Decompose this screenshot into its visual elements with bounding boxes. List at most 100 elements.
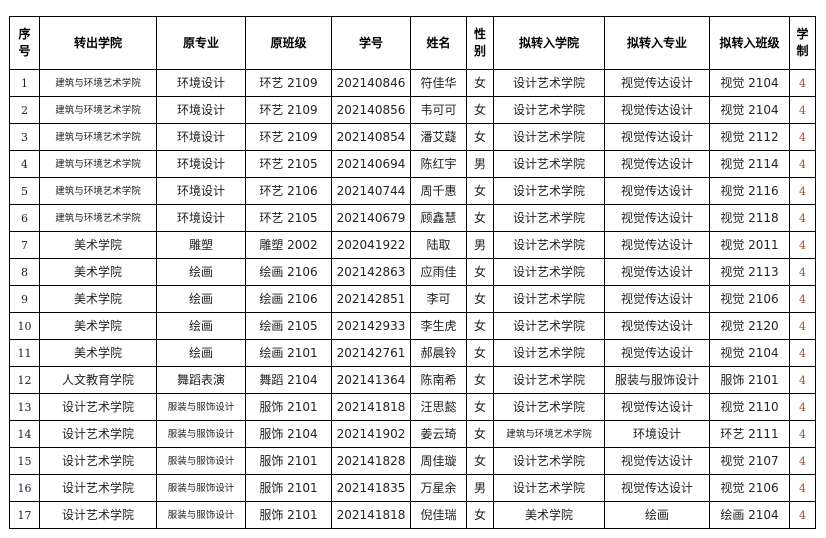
cell-to-class: 视觉 2112 <box>709 123 790 151</box>
cell-orig-major: 服装与服饰设计 <box>156 447 246 475</box>
cell-name: 陈南希 <box>410 366 467 394</box>
table-header-row: 序号 转出学院 原专业 原班级 学号 姓名 性别 拟转入学院 拟转入专业 拟转入班级 学制 <box>9 16 816 70</box>
cell-to-major: 视觉传达设计 <box>604 312 710 340</box>
cell-to-college: 设计艺术学院 <box>493 69 605 97</box>
cell-seq: 5 <box>9 177 40 205</box>
table-row: 14 设计艺术学院 服装与服饰设计 服饰 2104 202141902 姜云琦女建筑与环境… <box>9 420 816 448</box>
cell-seq: 8 <box>9 258 40 286</box>
cell-gender: 女 <box>466 447 494 475</box>
cell-gender: 女 <box>466 285 494 313</box>
cell-to-class: 视觉 2104 <box>709 69 790 97</box>
table-row: 8 美术学院 绘画 绘画 2106 202142863 应雨佳女设计艺术学院 视觉传达设计视… <box>9 258 816 286</box>
cell-to-college: 设计艺术学院 <box>493 312 605 340</box>
header-gender: 性别 <box>466 16 494 70</box>
cell-orig-class: 雕塑 2002 <box>245 231 332 259</box>
cell-from-college: 美术学院 <box>39 231 157 259</box>
cell-to-major: 视觉传达设计 <box>604 69 710 97</box>
cell-orig-major: 服装与服饰设计 <box>156 501 246 529</box>
table-row: 6 建筑与环境艺术学院 环境设计 环艺 2105 202140679 顾鑫慧女设计艺术学院… <box>9 204 816 232</box>
cell-from-college: 建筑与环境艺术学院 <box>39 123 157 151</box>
cell-student-id: 202140744 <box>331 177 411 205</box>
cell-name: 潘艾薿 <box>410 123 467 151</box>
cell-duration: 4 <box>789 339 816 367</box>
cell-to-major: 视觉传达设计 <box>604 177 710 205</box>
cell-from-college: 设计艺术学院 <box>39 447 157 475</box>
cell-student-id: 202141818 <box>331 501 411 529</box>
cell-duration: 4 <box>789 420 816 448</box>
table-row: 2 建筑与环境艺术学院 环境设计 环艺 2109 202140856 韦可可女设计艺术学院… <box>9 96 816 124</box>
cell-to-college: 设计艺术学院 <box>493 474 605 502</box>
cell-orig-major: 环境设计 <box>156 177 246 205</box>
cell-gender: 女 <box>466 177 494 205</box>
cell-duration: 4 <box>789 285 816 313</box>
header-from-college: 转出学院 <box>39 16 157 70</box>
cell-to-major: 视觉传达设计 <box>604 231 710 259</box>
cell-to-class: 视觉 2106 <box>709 474 790 502</box>
cell-orig-major: 绘画 <box>156 312 246 340</box>
cell-orig-class: 环艺 2109 <box>245 69 332 97</box>
cell-to-class: 视觉 2114 <box>709 150 790 178</box>
cell-duration: 4 <box>789 150 816 178</box>
cell-to-major: 绘画 <box>604 501 710 529</box>
cell-seq: 17 <box>9 501 40 529</box>
cell-from-college: 美术学院 <box>39 258 157 286</box>
cell-from-college: 建筑与环境艺术学院 <box>39 69 157 97</box>
cell-gender: 女 <box>466 420 494 448</box>
table-row: 11 美术学院 绘画 绘画 2101 202142761 郝晨铃女设计艺术学院 视觉传达设计… <box>9 339 816 367</box>
table-row: 16 设计艺术学院 服装与服饰设计 服饰 2101 202141835 万星余男设计艺术学… <box>9 474 816 502</box>
header-to-class: 拟转入班级 <box>709 16 790 70</box>
cell-from-college: 美术学院 <box>39 312 157 340</box>
cell-to-major: 视觉传达设计 <box>604 150 710 178</box>
cell-seq: 15 <box>9 447 40 475</box>
cell-from-college: 设计艺术学院 <box>39 474 157 502</box>
cell-seq: 16 <box>9 474 40 502</box>
cell-to-class: 环艺 2111 <box>709 420 790 448</box>
table-row: 12 人文教育学院 舞蹈表演 舞蹈 2104 202141364 陈南希女设计艺术学院 服装… <box>9 366 816 394</box>
cell-to-major: 视觉传达设计 <box>604 285 710 313</box>
cell-orig-major: 服装与服饰设计 <box>156 393 246 421</box>
cell-duration: 4 <box>789 474 816 502</box>
cell-orig-major: 绘画 <box>156 285 246 313</box>
cell-orig-class: 环艺 2105 <box>245 204 332 232</box>
cell-name: 郝晨铃 <box>410 339 467 367</box>
header-orig-major: 原专业 <box>156 16 246 70</box>
cell-duration: 4 <box>789 177 816 205</box>
cell-to-college: 设计艺术学院 <box>493 231 605 259</box>
cell-to-major: 视觉传达设计 <box>604 204 710 232</box>
transfer-students-table: 序号 转出学院 原专业 原班级 学号 姓名 性别 拟转入学院 拟转入专业 拟转入班级 学制 1 建筑与… <box>9 16 816 529</box>
cell-from-college: 人文教育学院 <box>39 366 157 394</box>
header-orig-class: 原班级 <box>245 16 332 70</box>
cell-seq: 3 <box>9 123 40 151</box>
cell-to-class: 视觉 2116 <box>709 177 790 205</box>
cell-orig-major: 环境设计 <box>156 150 246 178</box>
table-row: 15 设计艺术学院 服装与服饰设计 服饰 2101 202141828 周佳璇女设计艺术学… <box>9 447 816 475</box>
cell-orig-class: 环艺 2106 <box>245 177 332 205</box>
cell-name: 汪思懿 <box>410 393 467 421</box>
table-row: 3 建筑与环境艺术学院 环境设计 环艺 2109 202140854 潘艾薿女设计艺术学院… <box>9 123 816 151</box>
cell-duration: 4 <box>789 366 816 394</box>
cell-gender: 女 <box>466 366 494 394</box>
cell-student-id: 202140679 <box>331 204 411 232</box>
cell-name: 韦可可 <box>410 96 467 124</box>
cell-duration: 4 <box>789 258 816 286</box>
table-row: 10 美术学院 绘画 绘画 2105 202142933 李生虎女设计艺术学院 视觉传达设计… <box>9 312 816 340</box>
cell-orig-class: 绘画 2106 <box>245 285 332 313</box>
cell-name: 倪佳瑞 <box>410 501 467 529</box>
cell-student-id: 202141828 <box>331 447 411 475</box>
cell-student-id: 202142761 <box>331 339 411 367</box>
cell-to-major: 视觉传达设计 <box>604 447 710 475</box>
cell-gender: 女 <box>466 204 494 232</box>
cell-from-college: 建筑与环境艺术学院 <box>39 150 157 178</box>
cell-name: 周千惠 <box>410 177 467 205</box>
cell-to-college: 设计艺术学院 <box>493 258 605 286</box>
table-row: 17 设计艺术学院 服装与服饰设计 服饰 2101 202141818 倪佳瑞女美术学院绘… <box>9 501 816 529</box>
cell-to-college: 设计艺术学院 <box>493 150 605 178</box>
cell-seq: 7 <box>9 231 40 259</box>
header-duration: 学制 <box>789 16 816 70</box>
table-row: 9 美术学院 绘画 绘画 2106 202142851 李可女设计艺术学院 视觉传达设计 视觉… <box>9 285 816 313</box>
cell-gender: 男 <box>466 231 494 259</box>
cell-to-college: 设计艺术学院 <box>493 204 605 232</box>
cell-to-major: 环境设计 <box>604 420 710 448</box>
cell-seq: 11 <box>9 339 40 367</box>
cell-orig-major: 雕塑 <box>156 231 246 259</box>
